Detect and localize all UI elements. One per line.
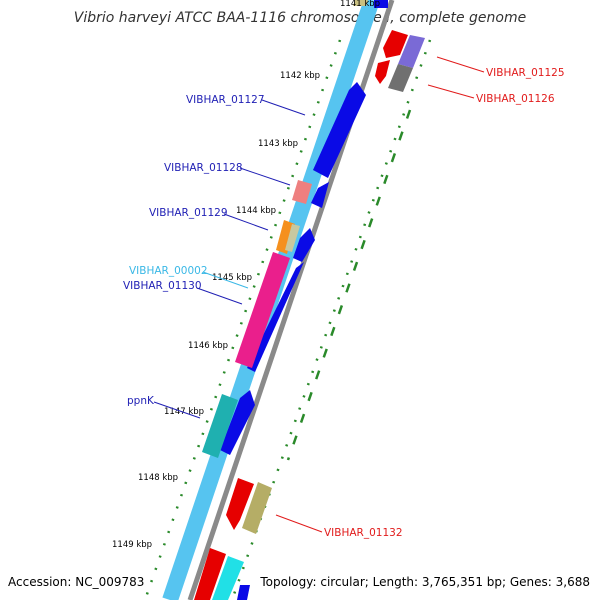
cds-blue-7 <box>237 585 250 600</box>
kbp-tick-1148: 1148 kbp <box>138 473 178 483</box>
gene-vibhar-01129 <box>276 220 295 254</box>
kbp-tick-1145: 1145 kbp <box>212 273 252 283</box>
label-vibhar-01129[interactable]: VIBHAR_01129 <box>149 207 228 219</box>
kbp-tick-1149: 1149 kbp <box>112 540 152 550</box>
label-vibhar-01126[interactable]: VIBHAR_01126 <box>476 93 555 105</box>
gene-tan-top <box>353 0 368 6</box>
label-vibhar-01128[interactable]: VIBHAR_01128 <box>164 162 243 174</box>
gene-red-top-2 <box>375 60 390 84</box>
leader-vibhar-01128 <box>239 167 291 186</box>
label-vibhar-01130[interactable]: VIBHAR_01130 <box>123 280 202 292</box>
map-title: Vibrio harveyi ATCC BAA-1116 chromosome … <box>73 10 527 26</box>
gene-red-lower <box>194 548 226 600</box>
cds-blue-3 <box>311 182 329 208</box>
leader-vibhar-01125 <box>436 56 485 73</box>
gene-vibhar-01130 <box>235 252 290 368</box>
gene-vibhar-01126 <box>388 64 413 92</box>
label-vibhar-00002[interactable]: VIBHAR_00002 <box>129 265 208 277</box>
ruler-outer-left <box>143 39 342 600</box>
genome-summary-text: Topology: circular; Length: 3,765,351 bp… <box>260 575 590 589</box>
gene-vibhar-01128 <box>292 180 312 204</box>
gene-red-bottom <box>226 478 254 530</box>
leader-vibhar-01126 <box>427 84 475 99</box>
label-ppnk[interactable]: ppnK <box>127 395 155 407</box>
leader-ppnk <box>153 401 201 419</box>
accession-text: Accession: NC_009783 <box>8 575 145 589</box>
leader-vibhar-01129 <box>223 213 269 231</box>
label-vibhar-01125[interactable]: VIBHAR_01125 <box>486 67 565 79</box>
gene-vibhar-01125 <box>398 35 425 68</box>
leader-vibhar-01127 <box>261 99 306 116</box>
kbp-tick-1144: 1144 kbp <box>236 206 276 216</box>
kbp-tick-1142: 1142 kbp <box>280 71 320 81</box>
leader-vibhar-01132 <box>275 514 323 533</box>
gene-vibhar-01132 <box>242 482 272 534</box>
gene-ppnk <box>202 394 238 458</box>
kbp-tick-1141: 1141 kbp <box>340 0 380 9</box>
gene-tan-small <box>285 224 300 252</box>
cds-blue-6 <box>220 390 255 455</box>
cds-blue-4 <box>293 228 315 262</box>
label-vibhar-01127[interactable]: VIBHAR_01127 <box>186 94 265 106</box>
cds-blue-1 <box>374 0 388 8</box>
kbp-tick-1143: 1143 kbp <box>258 139 298 149</box>
leader-vibhar-00002 <box>202 271 249 289</box>
gene-red-top <box>383 30 408 58</box>
cds-blue-5 <box>247 262 304 372</box>
ruler-far-right <box>286 109 412 461</box>
kbp-tick-1146: 1146 kbp <box>188 341 228 351</box>
label-vibhar-01132[interactable]: VIBHAR_01132 <box>324 527 403 539</box>
gene-cyan-lower <box>212 556 244 600</box>
leader-vibhar-01130 <box>196 287 243 305</box>
cds-blue-2 <box>313 82 366 178</box>
